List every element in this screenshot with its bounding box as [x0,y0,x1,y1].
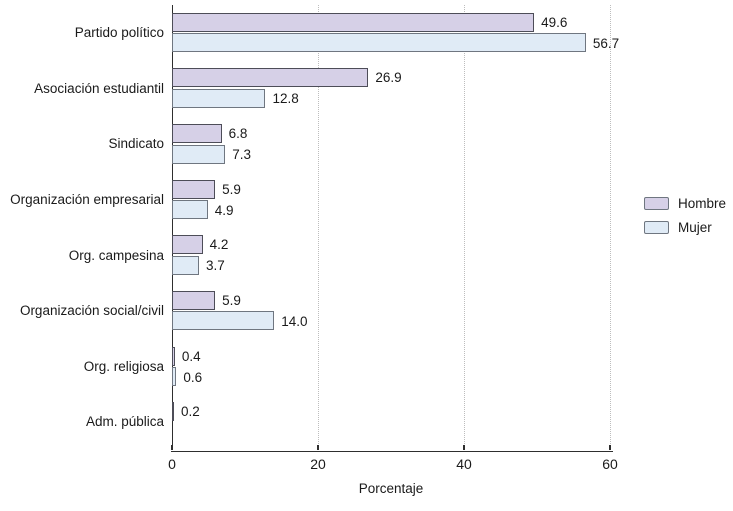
y-axis-line [172,5,173,450]
bar-mujer [172,33,586,53]
bar-hombre [172,235,203,255]
bar-row: 5.9 14.0 [172,283,610,339]
bar-hombre [172,402,174,422]
bar-line-mujer: 4.9 [172,200,234,221]
gridline-x60 [610,5,611,450]
bar-line-mujer: 14.0 [172,311,307,332]
bar-row: 6.8 7.3 [172,116,610,172]
legend-swatch-mujer [644,221,669,234]
category-label: Asociación estudiantil [34,80,164,96]
value-label: 3.7 [206,258,225,274]
gridline-x40 [464,5,465,450]
legend-swatch-hombre [644,197,669,210]
bar-line-hombre: 0.4 [172,346,201,367]
bar-hombre [172,68,369,88]
x-tick-mark [463,445,465,450]
x-tick-mark [317,445,319,450]
bar-row: 0.4 0.6 [172,339,610,395]
bar-hombre [172,179,216,199]
value-label: 26.9 [375,70,402,86]
legend: Hombre Mujer [644,196,726,235]
x-axis-title: Porcentaje [358,481,424,496]
x-tick-label: 0 [168,456,176,472]
legend-label: Hombre [678,196,727,211]
bar-line-hombre: 4.2 [172,234,228,255]
x-tick-label: 60 [602,456,618,472]
value-label: 0.2 [181,404,200,420]
value-label: 6.8 [228,126,248,142]
value-label: 5.9 [222,292,241,308]
value-label: 4.2 [209,237,229,253]
bar-line-hombre: 5.9 [172,290,241,311]
bar-line-hombre: 26.9 [172,67,402,88]
bar-row: 26.9 12.8 [172,61,610,117]
value-label: 5.9 [222,181,241,197]
category-label: Organización social/civil [19,303,164,319]
value-label: 49.6 [541,14,568,30]
legend-entry-mujer: Mujer [644,220,726,235]
category-label: Organización empresarial [10,191,164,207]
category-label: Org. religiosa [83,358,164,374]
bar-hombre [172,346,175,366]
value-label: 56.7 [592,35,620,51]
bar-row: 0.2 [172,394,610,450]
value-label: 0.6 [183,369,203,385]
category-label: Org. campesina [68,247,164,263]
x-tick-label: 20 [310,456,326,472]
bar-line-hombre: 0.2 [172,401,200,422]
bar-line-mujer: 0.6 [172,367,202,388]
value-label: 0.4 [181,348,201,364]
bar-mujer [172,144,226,164]
value-label: 12.8 [272,91,299,107]
bar-mujer [172,200,208,220]
bar-row: 5.9 4.9 [172,172,610,228]
legend-entry-hombre: Hombre [644,196,726,211]
bar-line-hombre: 5.9 [172,179,241,200]
bar-line-hombre: 49.6 [172,12,567,33]
bar-line-mujer: 12.8 [172,88,299,109]
category-label: Adm. pública [85,414,164,430]
legend-label: Mujer [678,220,712,235]
bar-line-hombre: 6.8 [172,123,247,144]
bar-mujer [172,255,199,275]
bar-mujer [172,311,275,331]
bar-mujer [172,88,266,108]
x-tick-mark [609,445,611,450]
value-label: 4.9 [214,202,234,218]
bar-mujer [172,367,177,387]
bar-line-mujer: 3.7 [172,255,225,276]
x-tick-mark [171,445,173,450]
x-axis-line [171,450,613,452]
bar-hombre [172,12,535,32]
bar-row: 49.6 56.7 [172,5,619,61]
category-label: Sindicato [108,136,164,152]
bar-row: 4.2 3.7 [172,228,610,284]
bar-line-mujer: 7.3 [172,144,251,165]
category-label: Partido político [74,25,164,41]
plot-area: 49.6 56.7 26.9 12.8 6.8 7.3 5.9 4.9 4.2 3.7 5.9 14.… [171,5,619,452]
x-tick-label: 40 [456,456,472,472]
gridline-x20 [318,5,319,450]
bar-hombre [172,290,216,310]
bar-hombre [172,124,222,144]
value-label: 14.0 [281,313,308,329]
bar-line-mujer: 56.7 [172,33,619,54]
value-label: 7.3 [232,147,252,163]
